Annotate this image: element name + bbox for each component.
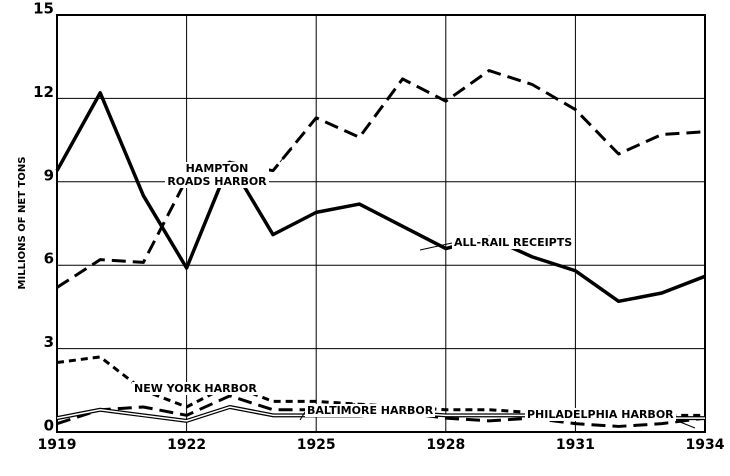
y-tick-label: 3 [44, 333, 54, 351]
series-line [55, 91, 706, 304]
plot-frame [56, 14, 706, 433]
series-line [56, 69, 706, 289]
series-label: BALTIMORE HARBOR [305, 404, 436, 417]
series-label: HAMPTON ROADS HARBOR [165, 162, 269, 188]
y-tick-label: 15 [33, 0, 54, 18]
annotation-leader [279, 146, 293, 163]
annotation-leader [299, 411, 306, 421]
y-tick-label: 0 [44, 417, 54, 435]
y-axis-label: MILLIONS OF NET TONS [17, 157, 28, 290]
x-tick-label: 1925 [297, 437, 336, 453]
series-label: PHILADELPHIA HARBOR [525, 408, 676, 421]
x-tick-label: 1919 [38, 437, 77, 453]
series-line [56, 394, 706, 428]
x-tick-label: 1928 [426, 437, 465, 453]
series-label: NEW YORK HARBOR [132, 382, 259, 395]
x-tick-label: 1934 [686, 437, 725, 453]
series-label: ALL-RAIL RECEIPTS [452, 236, 575, 249]
series-line [56, 355, 705, 417]
y-tick-label: 9 [44, 166, 54, 184]
x-tick-label: 1931 [556, 437, 595, 453]
x-tick-label: 1922 [167, 437, 206, 453]
y-tick-label: 12 [33, 83, 54, 101]
y-tick-label: 6 [44, 250, 54, 268]
annotation-leader [419, 242, 453, 251]
